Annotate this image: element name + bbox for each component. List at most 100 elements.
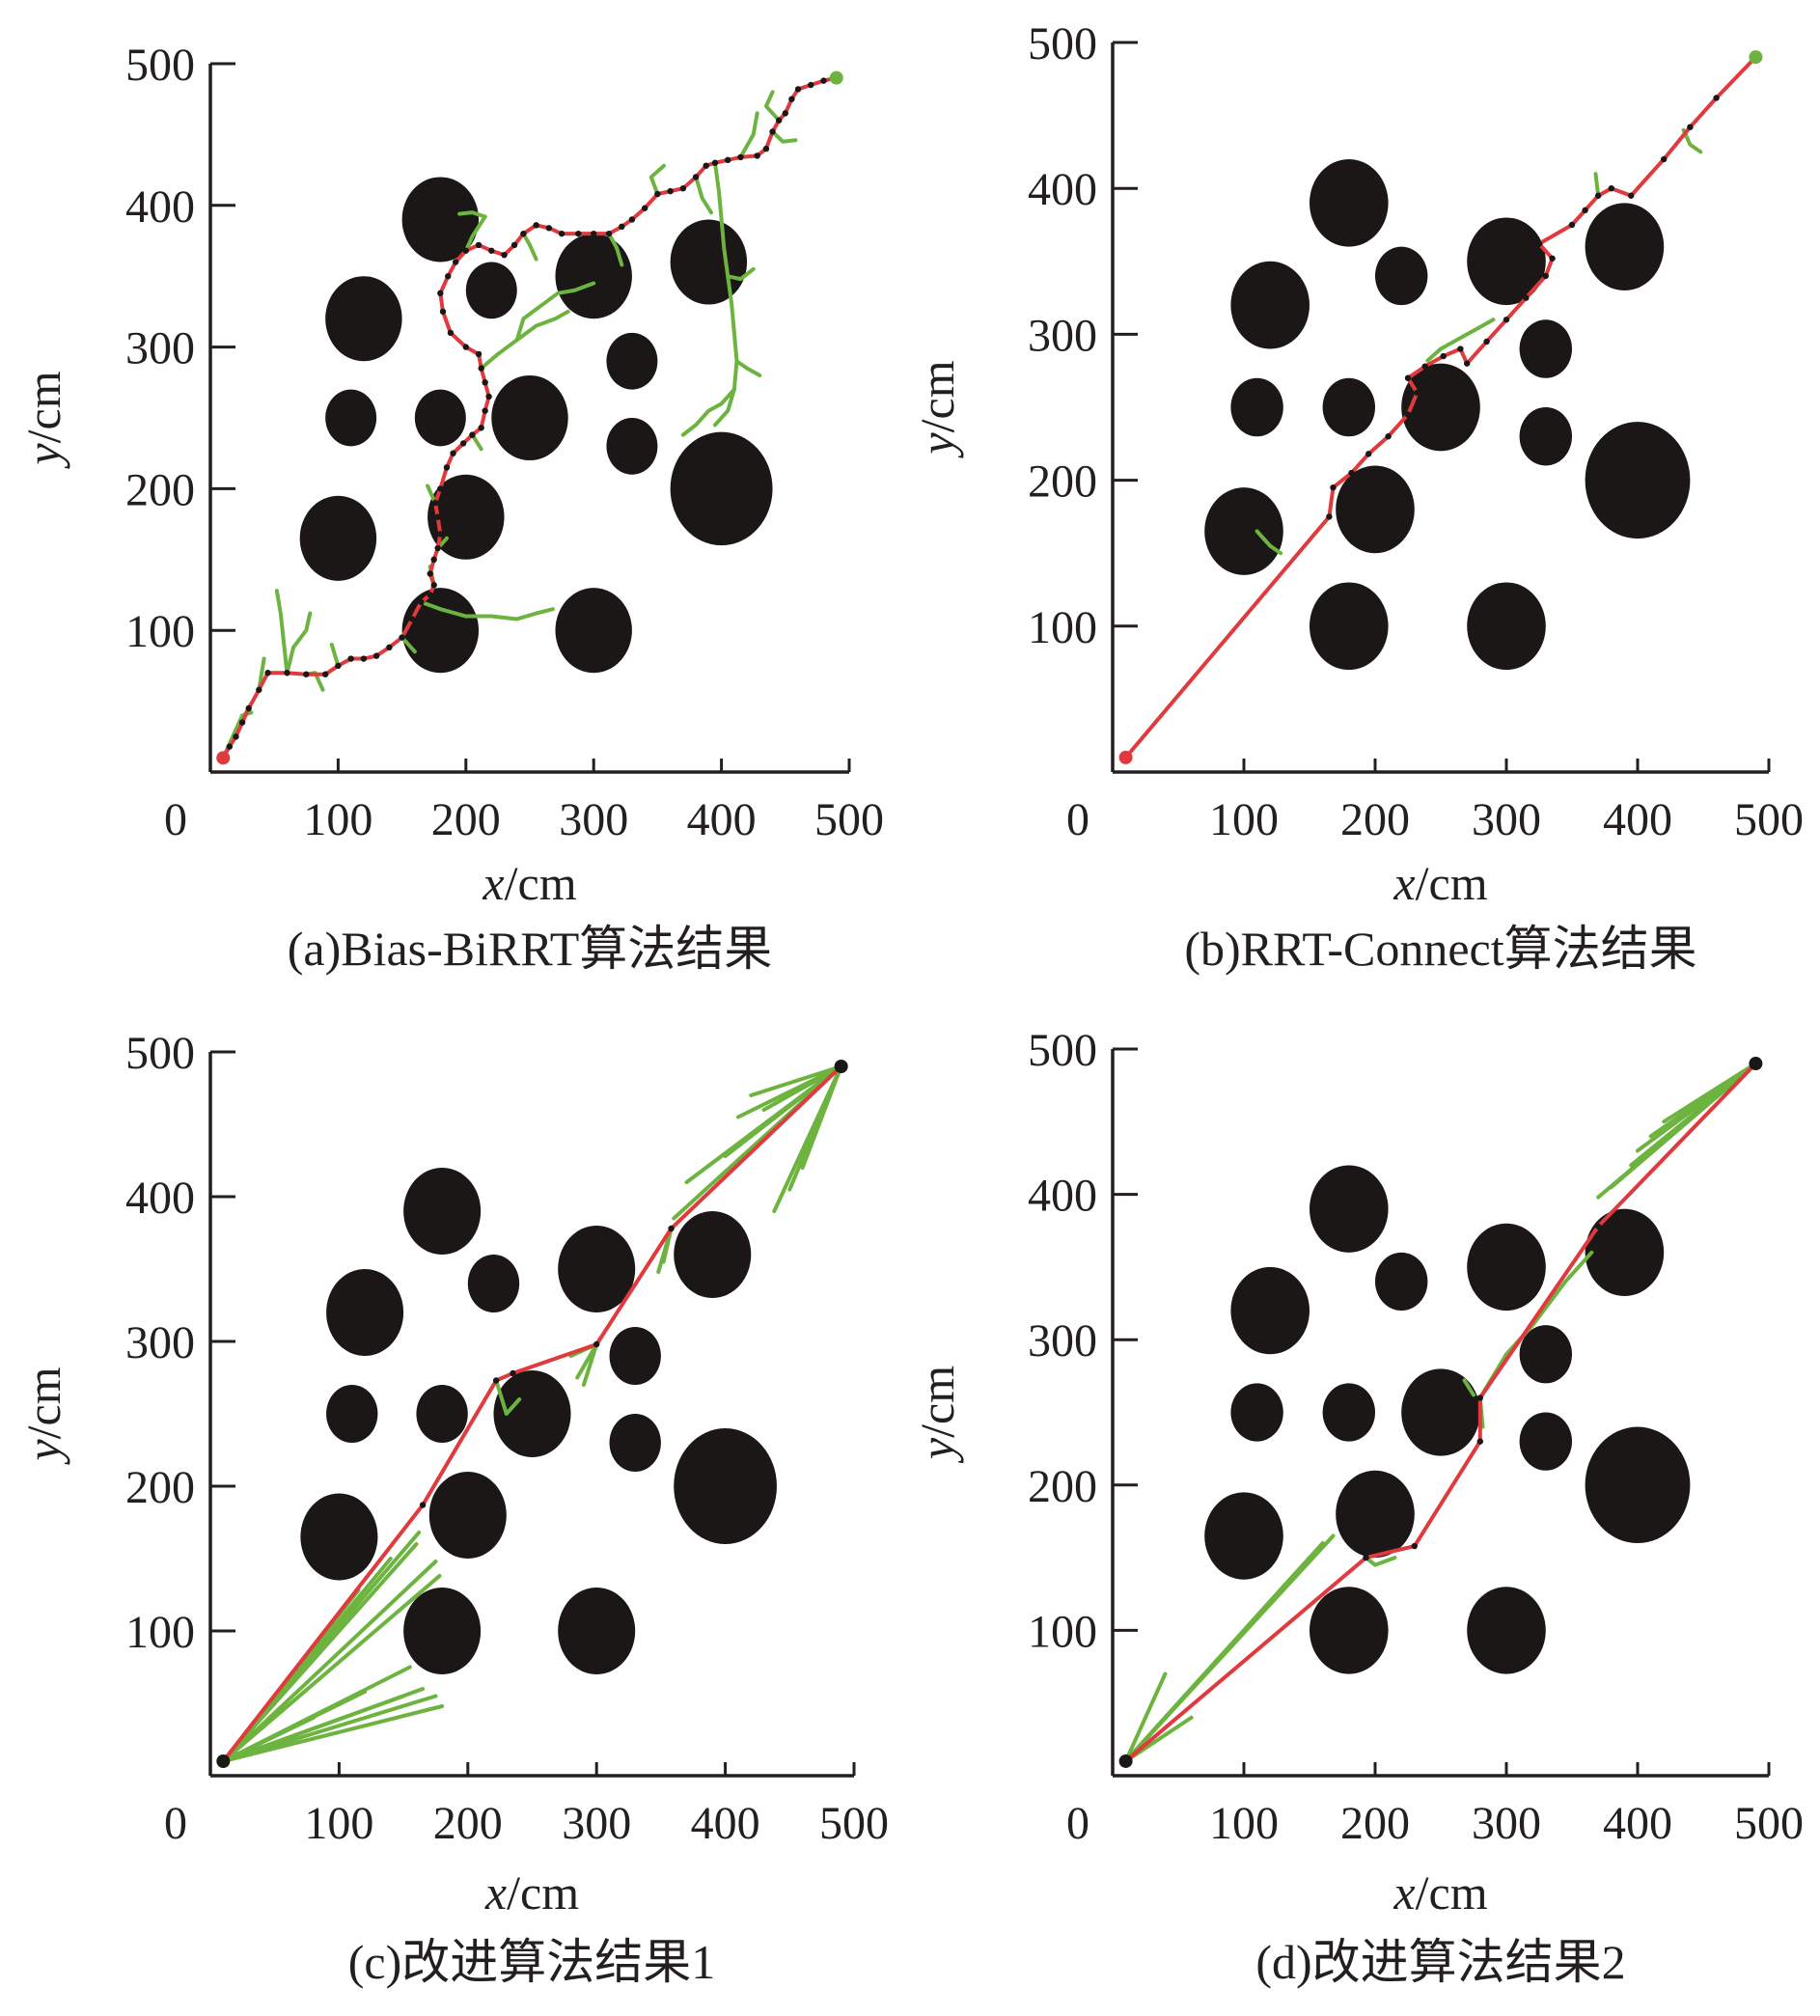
obstacle-0 — [1310, 158, 1389, 247]
tree-branch-6 — [221, 1716, 316, 1763]
path-node-1 — [419, 1502, 427, 1508]
panel-c: 0 100 200 300 400 500100200300400500x/cmy/cm(… — [16, 1028, 889, 1989]
tree-branch-19 — [648, 163, 667, 197]
tree-branch-13 — [1662, 1062, 1758, 1124]
x-tick-label-100: 100 — [304, 1798, 373, 1849]
x-axis-unit: /cm — [507, 1865, 579, 1919]
path-node-51 — [558, 230, 565, 237]
start-point — [1118, 1754, 1133, 1768]
path-node-68 — [769, 128, 776, 135]
path-node-38 — [447, 329, 455, 337]
path-node-56 — [628, 216, 636, 223]
tree-branch-22 — [726, 266, 756, 282]
obstacle-11 — [299, 495, 377, 581]
x-tick-label-300: 300 — [562, 1798, 631, 1849]
x-tick-label-300: 300 — [1472, 1798, 1541, 1849]
y-axis-label: y/cm — [910, 1366, 964, 1464]
path-node-23 — [1628, 192, 1635, 199]
path-node-58 — [654, 190, 661, 198]
path-node-3 — [1348, 469, 1355, 477]
x-axis-label: x/cm — [482, 856, 576, 910]
path-node-67 — [762, 145, 770, 152]
path-node-63 — [711, 159, 719, 166]
path-node-45 — [488, 247, 495, 254]
y-tick-label-200: 200 — [1028, 456, 1097, 508]
obstacle-6 — [1230, 377, 1283, 437]
tree-branch-4 — [221, 1694, 406, 1763]
tree-branch-7 — [1123, 1671, 1168, 1763]
obstacle-9 — [1519, 407, 1573, 466]
path-node-6 — [1404, 411, 1412, 418]
x-axis-unit: /cm — [505, 856, 577, 910]
panel-b: 0 100 200 300 400 500100200300400500x/cmy/cm(… — [910, 18, 1804, 976]
x-tick-label-0: 0 — [164, 794, 187, 845]
y-tick-label-300: 300 — [1028, 1315, 1097, 1367]
tree-branch-2 — [1593, 172, 1601, 198]
x-tick-label-0: 0 — [1066, 794, 1089, 845]
x-tick-label-100: 100 — [1209, 794, 1279, 845]
x-tick-label-0: 0 — [1066, 1798, 1089, 1849]
tree-branch-14 — [514, 281, 596, 343]
path-node-4 — [1476, 1395, 1484, 1401]
path-node-12 — [360, 655, 368, 662]
path-node-15 — [1523, 294, 1530, 301]
tree-branch-0 — [1425, 318, 1496, 363]
path-node-17 — [418, 598, 425, 606]
tree-branch-4 — [285, 611, 313, 676]
path-node-59 — [667, 187, 674, 195]
tree-branch-26 — [763, 90, 782, 123]
path-node-3 — [510, 1369, 516, 1377]
y-axis-var: y — [910, 1437, 964, 1464]
obstacle-7 — [416, 1385, 468, 1443]
path-node-22 — [1608, 185, 1615, 192]
start-point — [216, 751, 231, 765]
x-axis-var: x — [484, 1865, 507, 1919]
tree-branch-10 — [1477, 1250, 1594, 1400]
obstacle-5 — [609, 1327, 661, 1385]
obstacle-1 — [465, 262, 517, 319]
path-node-9 — [321, 671, 329, 677]
obstacle-4 — [1230, 1266, 1310, 1355]
obstacle-10 — [1585, 422, 1691, 539]
obstacle-8 — [491, 374, 568, 461]
obstacle-14 — [558, 1588, 636, 1674]
path-node-64 — [725, 156, 731, 164]
obstacle-11 — [1204, 1492, 1283, 1580]
tree-branch-6 — [329, 642, 341, 668]
x-axis-label: x/cm — [1393, 856, 1487, 910]
y-axis-unit: /cm — [910, 360, 964, 432]
obstacle-0 — [1310, 1165, 1389, 1253]
path-node-5 — [1385, 433, 1392, 440]
path-node-11 — [1457, 345, 1464, 352]
panel-d: 0 100 200 300 400 500100200300400500x/cmy/cm(… — [910, 1025, 1804, 1989]
path-node-70 — [782, 110, 788, 117]
path-node-53 — [591, 230, 597, 237]
path-node-12 — [1464, 360, 1471, 367]
x-axis-label: x/cm — [1393, 1865, 1487, 1919]
obstacle-7 — [414, 389, 466, 447]
path-node-5 — [668, 1225, 675, 1232]
path-node-20 — [1582, 207, 1588, 214]
panel-caption: (d)改进算法结果2 — [1255, 1935, 1625, 1989]
y-tick-label-400: 400 — [1028, 1171, 1097, 1222]
obstacle-12 — [1336, 1470, 1415, 1559]
x-tick-label-400: 400 — [687, 794, 757, 845]
obstacle-1 — [1375, 1252, 1428, 1312]
obstacle-11 — [1204, 487, 1283, 575]
tree-branch-15 — [463, 214, 487, 253]
path-node-16 — [408, 616, 416, 622]
x-tick-label-300: 300 — [559, 794, 628, 845]
path-node-10 — [335, 662, 342, 670]
path-node-13 — [372, 652, 380, 659]
y-axis-label: y/cm — [16, 1367, 70, 1465]
tree-branch-3 — [221, 1704, 445, 1763]
obstacle-10 — [670, 431, 773, 546]
tree-branch-19 — [761, 1064, 843, 1112]
y-axis-var: y — [910, 432, 964, 459]
path-node-14 — [1503, 317, 1510, 323]
obstacle-12 — [428, 1472, 507, 1559]
obstacle-6 — [1230, 1383, 1283, 1442]
obstacle-8 — [1401, 1368, 1480, 1456]
path-node-24 — [434, 513, 441, 520]
tree-branch-15 — [575, 1342, 599, 1380]
